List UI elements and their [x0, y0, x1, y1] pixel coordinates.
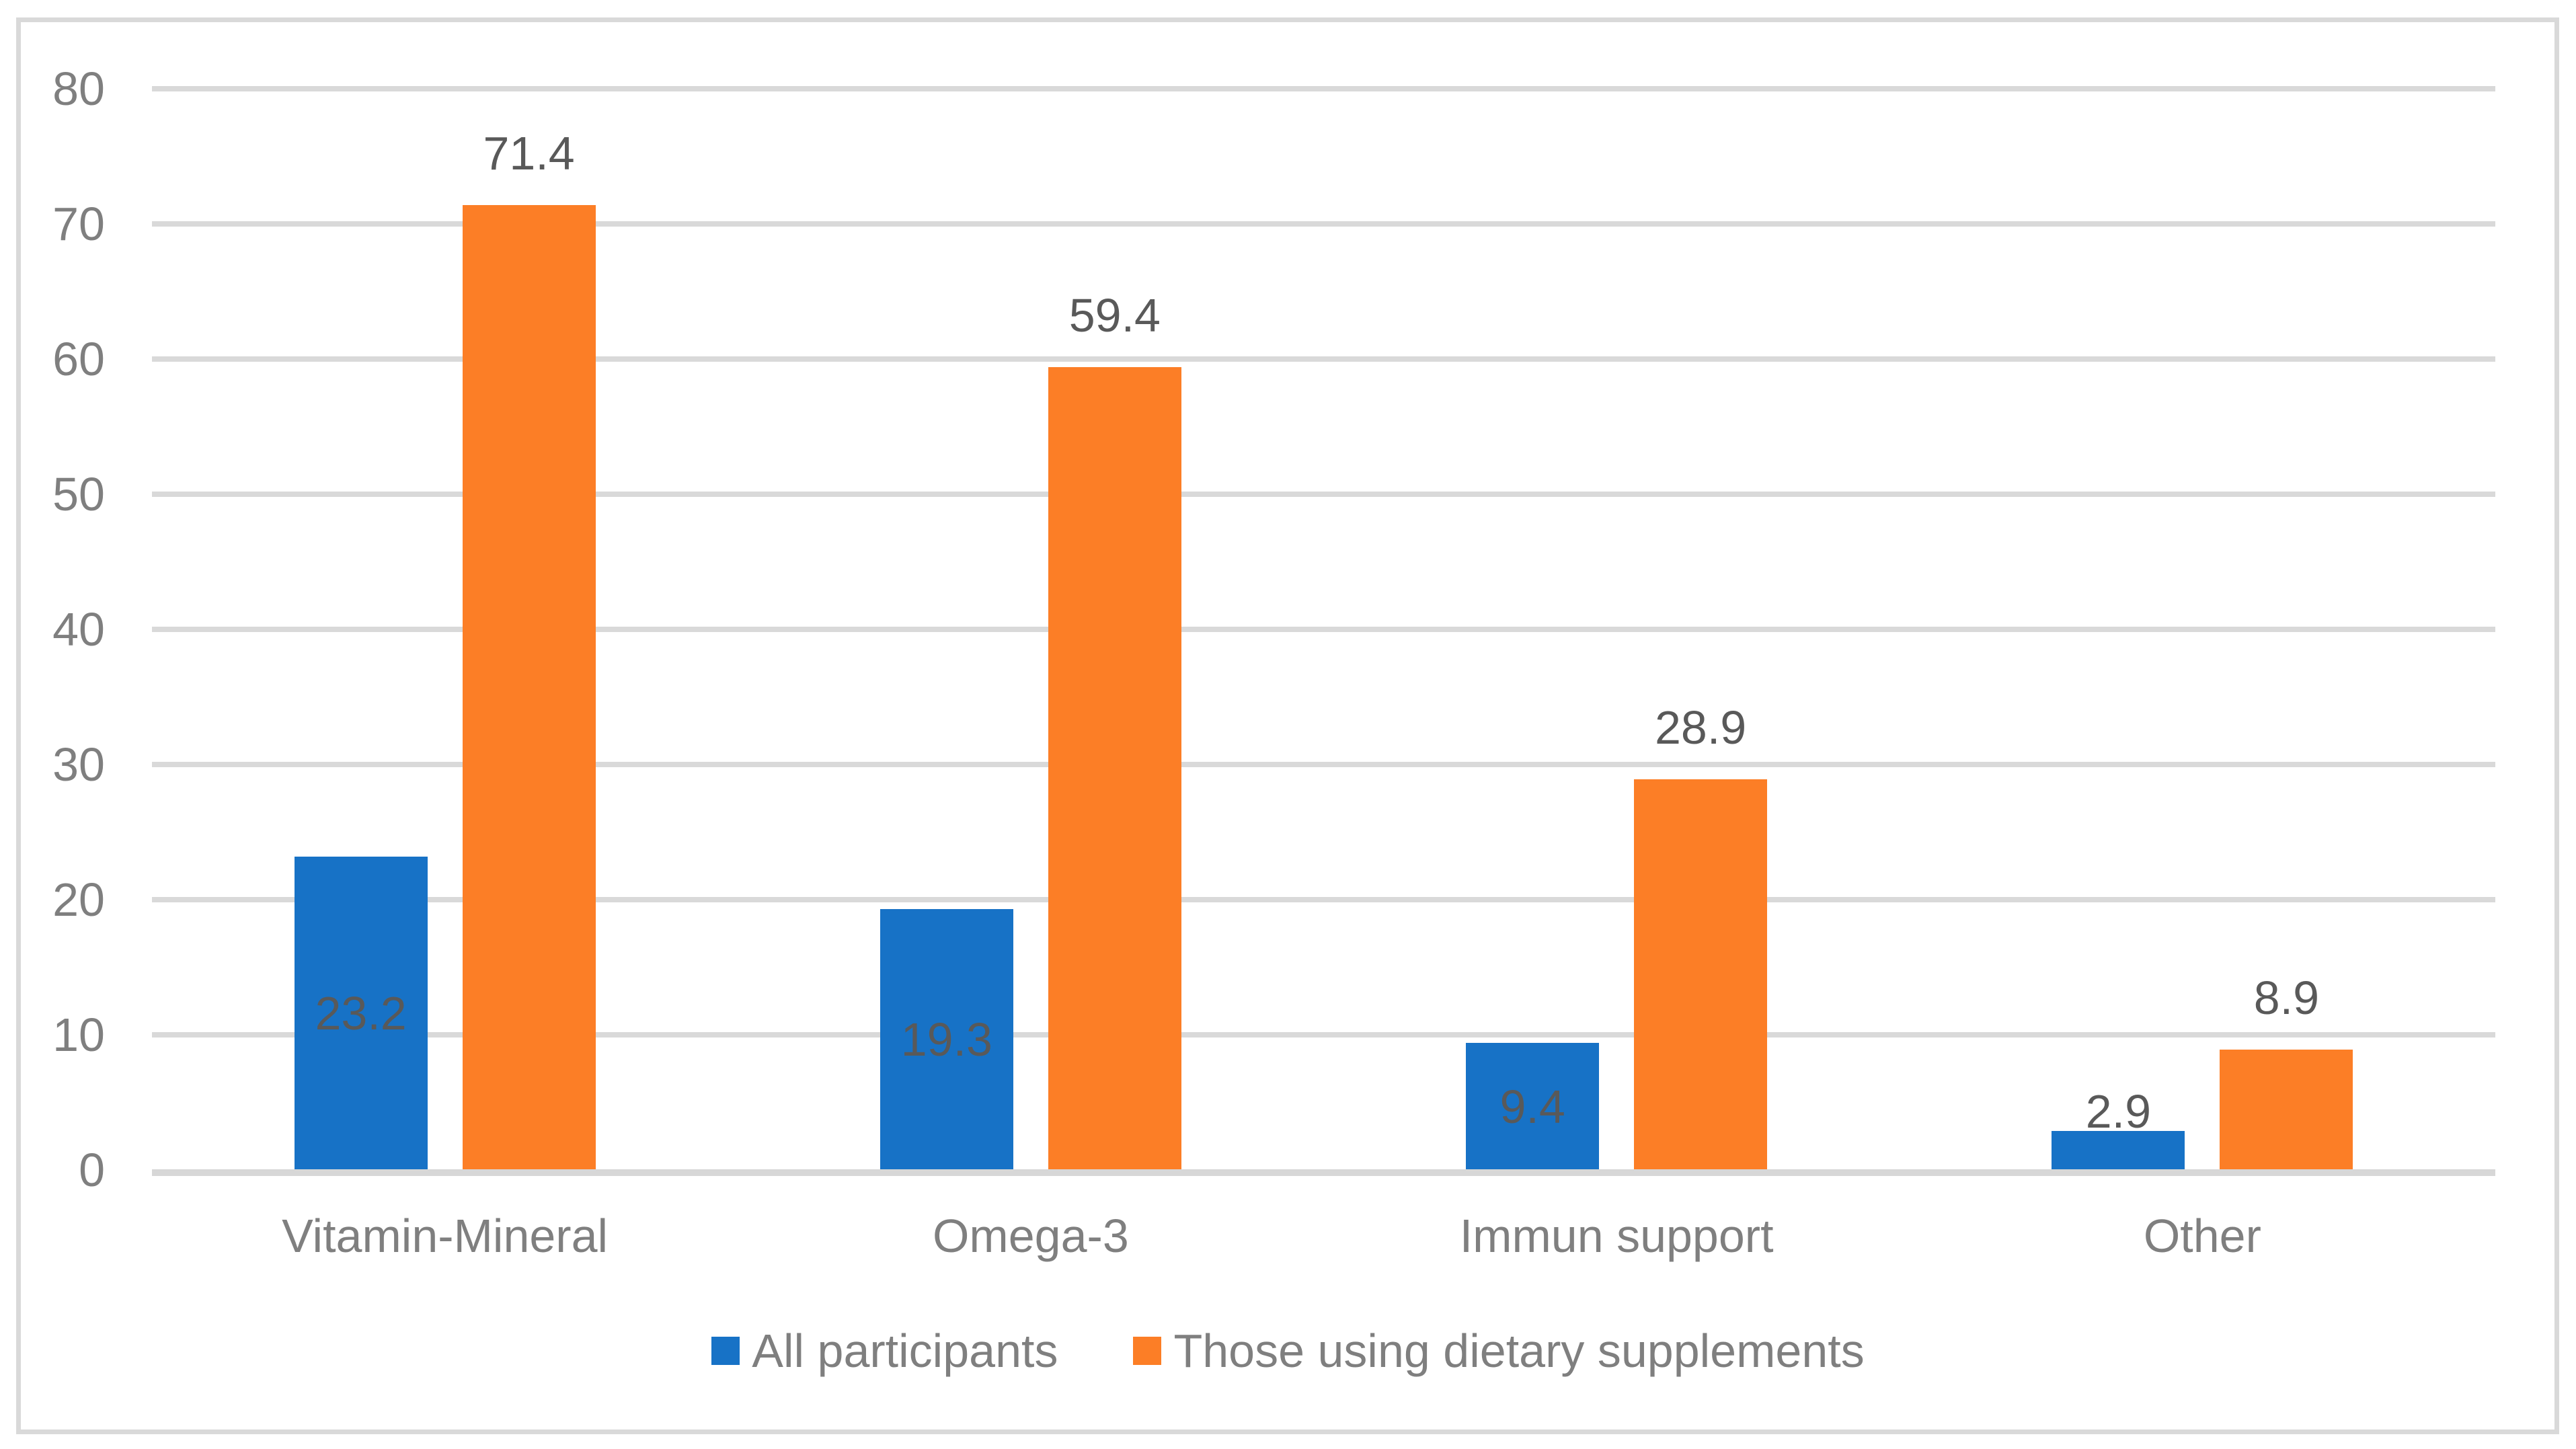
data-label-all-participants-immun-support: 9.4	[1499, 1080, 1565, 1133]
bar-those-using-dietary-supplements-other	[2220, 1050, 2353, 1170]
data-label-all-participants-other: 2.9	[2085, 1085, 2152, 1138]
legend-swatch-those-using-dietary-supplements	[1133, 1337, 1162, 1365]
gridline-80	[152, 86, 2495, 91]
y-tick-label-60: 60	[52, 333, 105, 385]
data-label-all-participants-vitamin-mineral: 23.2	[315, 986, 407, 1040]
y-tick-label-80: 80	[52, 63, 105, 115]
bar-all-participants-other	[2052, 1130, 2185, 1170]
data-label-those-using-dietary-supplements-other: 8.9	[2253, 972, 2320, 1025]
legend: All participants Those using dietary sup…	[0, 1327, 2576, 1375]
y-tick-label-10: 10	[52, 1009, 105, 1061]
gridline-70	[152, 221, 2495, 227]
data-label-those-using-dietary-supplements-vitamin-mineral: 71.4	[483, 126, 575, 180]
bar-all-participants-vitamin-mineral	[294, 856, 428, 1170]
category-label-immun-support: Immun support	[1459, 1210, 1774, 1262]
data-label-all-participants-omega-3: 19.3	[900, 1013, 992, 1066]
category-label-omega-3: Omega-3	[932, 1210, 1129, 1262]
y-tick-label-0: 0	[79, 1144, 105, 1196]
y-tick-label-70: 70	[52, 198, 105, 250]
category-label-other: Other	[2143, 1210, 2261, 1262]
gridline-60	[152, 356, 2495, 362]
data-label-those-using-dietary-supplements-immun-support: 28.9	[1655, 701, 1747, 754]
chart-border	[16, 17, 2559, 1434]
gridline-40	[152, 627, 2495, 632]
y-tick-label-30: 30	[52, 738, 105, 791]
bar-all-participants-omega-3	[880, 909, 1013, 1170]
gridline-50	[152, 492, 2495, 497]
legend-item-all-participants: All participants	[711, 1327, 1058, 1375]
legend-label-all-participants: All participants	[752, 1325, 1058, 1377]
bar-those-using-dietary-supplements-vitamin-mineral	[462, 204, 596, 1170]
legend-swatch-all-participants	[711, 1337, 740, 1365]
legend-item-those-using-dietary-supplements: Those using dietary supplements	[1133, 1325, 1865, 1377]
bar-those-using-dietary-supplements-immun-support	[1634, 779, 1768, 1170]
gridline-10	[152, 1032, 2495, 1037]
data-label-those-using-dietary-supplements-omega-3: 59.4	[1068, 289, 1161, 342]
y-tick-label-40: 40	[52, 603, 105, 656]
y-tick-label-50: 50	[52, 468, 105, 520]
bar-all-participants-immun-support	[1466, 1043, 1600, 1170]
gridline-30	[152, 762, 2495, 767]
gridline-20	[152, 897, 2495, 902]
category-label-vitamin-mineral: Vitamin-Mineral	[282, 1210, 609, 1262]
bar-those-using-dietary-supplements-omega-3	[1048, 367, 1181, 1170]
x-axis-line	[152, 1169, 2495, 1176]
legend-label-those-using-dietary-supplements: Those using dietary supplements	[1173, 1325, 1865, 1377]
y-tick-label-20: 20	[52, 873, 105, 926]
